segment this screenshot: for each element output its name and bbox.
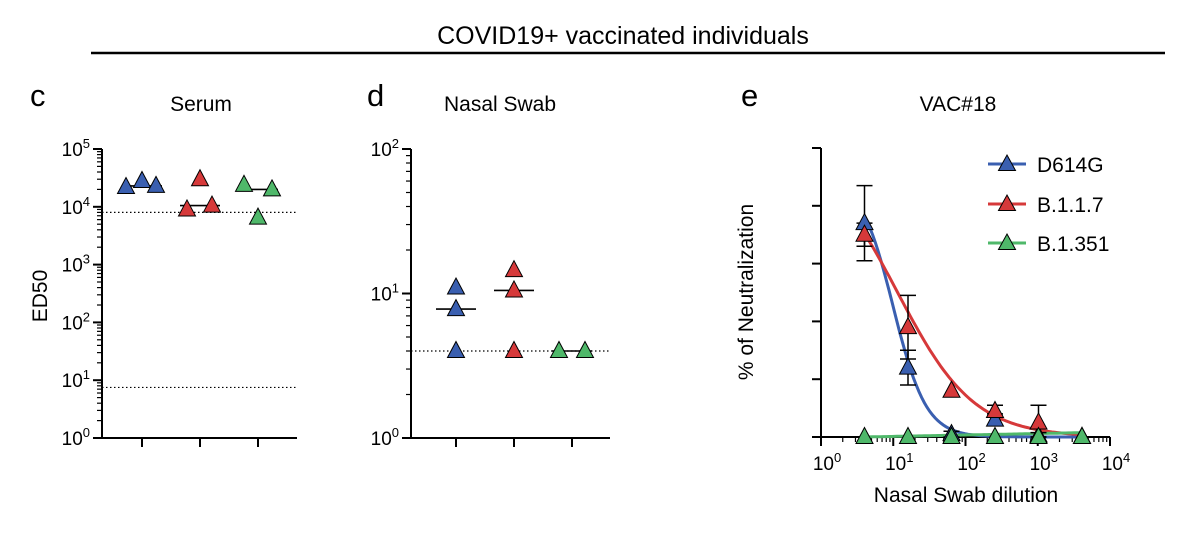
panel0-y-tick-label-5-base: 10: [62, 140, 83, 161]
legend-item-b117: B.1.1.7: [988, 193, 1104, 217]
vac18-x-tick-label-0-exp: 0: [834, 450, 841, 465]
panel1-point-b117: [504, 340, 524, 359]
serum-title: Serum: [170, 93, 232, 116]
panel0-y-tick-label-2-base: 10: [62, 313, 83, 334]
vac18-x-tick-label-1-base: 10: [885, 454, 906, 475]
panel0-y-tick-label-0-base: 10: [62, 429, 83, 450]
panel1-y-tick-label-1: 101: [371, 281, 399, 306]
panel1-y-tick-label-0-exp: 0: [392, 425, 399, 440]
panel-label-d: d: [367, 78, 384, 113]
panel0-point-b117: [202, 195, 222, 213]
vac18-x-tick-label-0: 100: [813, 450, 841, 475]
data-point-b1351: [1029, 426, 1048, 444]
vac18-x-tick-label-2-exp: 2: [978, 450, 985, 465]
panel1-y-tick-label-2-exp: 2: [392, 136, 399, 151]
vac18-x-tick-label-0-base: 10: [813, 454, 834, 475]
panel-label-e: e: [741, 78, 758, 113]
panel0-y-tick-label-2-exp: 2: [83, 309, 90, 324]
legend-label-d614g: D614G: [1037, 154, 1104, 177]
vac18-x-tick-label-1: 101: [885, 450, 913, 475]
legend-marker-d614g: [997, 153, 1017, 171]
panel0-point-b117: [190, 168, 210, 187]
panel1-y-tick-label-0-base: 10: [371, 429, 392, 450]
legend-marker-b117: [997, 193, 1017, 211]
data-point-b1351: [898, 426, 918, 444]
panel0-y-tick-label-4-exp: 4: [83, 194, 90, 209]
panel1-point-b1351: [549, 340, 569, 359]
legend-marker-b1351: [997, 232, 1017, 250]
panel-label-c: c: [30, 78, 46, 113]
legend-item-b1351: B.1.351: [988, 232, 1109, 256]
panel0-y-tick-label-1-exp: 1: [83, 367, 90, 382]
data-point-b117: [898, 316, 918, 335]
panel0-y-tick-label-0-exp: 0: [83, 425, 90, 440]
panel0-point-d614g: [146, 175, 166, 193]
data-point-b1351: [985, 426, 1005, 444]
vac18-x-tick-label-4-exp: 4: [1123, 450, 1130, 465]
data-point-b117: [942, 380, 961, 398]
legend-label-b1351: B.1.351: [1037, 233, 1109, 256]
panel0-point-b1351: [248, 207, 268, 225]
data-point-b1351: [1072, 426, 1092, 444]
panel1-y-tick-label-1-base: 10: [371, 285, 392, 306]
legend-label-b117: B.1.1.7: [1037, 194, 1104, 217]
vac18-x-axis-label: Nasal Swab dilution: [874, 484, 1058, 507]
vac18-y-axis-label: % of Neutralization: [735, 204, 758, 380]
panel0-y-tick-label-3: 103: [62, 252, 90, 277]
figure-header: COVID19+ vaccinated individuals: [437, 22, 809, 50]
vac18-x-tick-label-3-base: 10: [1030, 454, 1051, 475]
data-point-b117: [855, 224, 874, 242]
data-point-d614g: [898, 357, 918, 375]
vac18-x-tick-label-2: 102: [957, 450, 985, 475]
panel1-point-b1351: [575, 340, 595, 359]
legend: D614G B.1.1.7 B.1.351: [988, 153, 1109, 256]
vac18-title: VAC#18: [920, 93, 997, 116]
panel0-point-b117: [177, 198, 197, 217]
data-point-d614g: [985, 409, 1005, 427]
panel1-point-d614g: [446, 340, 466, 359]
panel1-y-tick-label-0: 100: [371, 425, 399, 450]
vac18-x-tick-label-1-exp: 1: [906, 450, 913, 465]
legend-item-d614g: D614G: [988, 153, 1104, 177]
panel0-y-tick-label-5: 105: [62, 136, 90, 161]
panel0-point-b1351: [262, 178, 282, 197]
panel0-y-tick-label-1: 101: [62, 367, 90, 392]
panel1-point-d614g: [446, 298, 466, 317]
vac18-x-tick-label-3: 103: [1030, 450, 1058, 475]
vac18-x-tick-label-4: 104: [1102, 450, 1130, 475]
panel0-y-tick-label-4: 104: [62, 194, 90, 219]
curve-b117: [863, 232, 1083, 437]
panel0-y-tick-label-4-base: 10: [62, 198, 83, 219]
vac18-x-tick-label-3-exp: 3: [1051, 450, 1058, 465]
panel1-y-tick-label-1-exp: 1: [392, 281, 399, 296]
panel0-point-d614g: [132, 170, 152, 188]
panel1-y-tick-label-2: 102: [371, 136, 399, 161]
panel0-y-tick-label-2: 102: [62, 309, 90, 334]
panel0-point-b1351: [234, 174, 254, 192]
panel0-y-tick-label-5-exp: 5: [83, 136, 90, 151]
panel1-y-tick-label-2-base: 10: [371, 140, 392, 161]
serum-y-axis-label: ED50: [29, 270, 52, 323]
panel0-y-tick-label-3-base: 10: [62, 256, 83, 277]
vac18-panel: e VAC#18 Nasal Swab dilution % of Neutra…: [735, 78, 1130, 507]
panel0-y-tick-label-1-base: 10: [62, 371, 83, 392]
data-point-b1351: [855, 426, 874, 444]
panel0-y-tick-label-3-exp: 3: [83, 252, 90, 267]
vac18-x-tick-label-4-base: 10: [1102, 454, 1123, 475]
panel1-point-b117: [504, 279, 524, 298]
data-point-b1351: [942, 426, 961, 444]
panel1-point-b117: [504, 259, 524, 278]
nasal-swab-title: Nasal Swab: [444, 93, 556, 116]
data-point-b117: [985, 400, 1005, 418]
vac18-x-tick-label-2-base: 10: [957, 454, 978, 475]
panel1-point-d614g: [446, 276, 466, 295]
panel0-y-tick-label-0: 100: [62, 425, 90, 450]
panel0-point-d614g: [116, 176, 136, 195]
